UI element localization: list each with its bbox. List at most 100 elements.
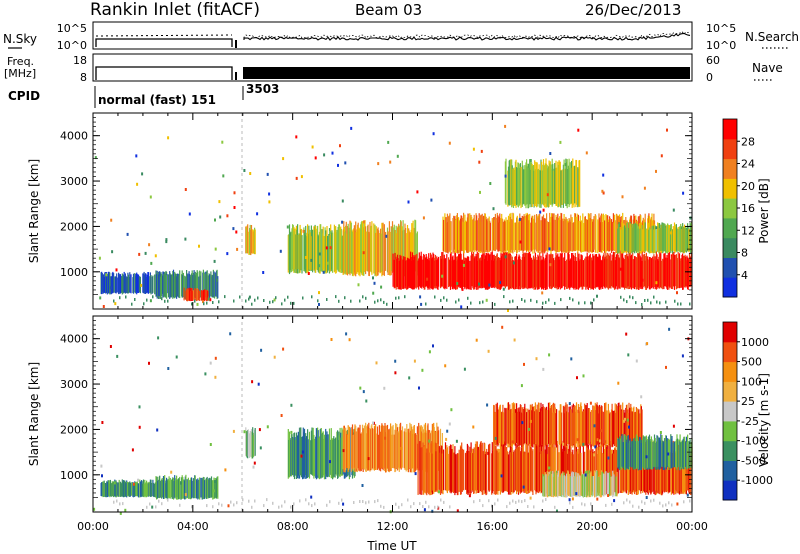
scatter-cell [426,448,428,496]
scatter-point [646,342,649,346]
scatter-point [330,338,333,341]
ground-scatter-point [119,502,121,506]
ground-scatter-point [584,301,586,305]
scatter-cell [635,224,637,253]
scatter-cell [559,259,561,287]
scatter-cell [166,275,168,299]
scatter-cell [190,275,192,299]
scatter-cell [644,436,646,469]
scatter-cell [190,477,192,500]
scatter-cell [295,432,297,479]
scatter-point [585,151,588,155]
scatter-cell [130,483,132,496]
scatter-cell [507,251,510,290]
scatter-cell [649,257,651,290]
scatter-cell [194,271,196,298]
scatter-cell [458,253,460,288]
scatter-cell [642,254,644,287]
scatter-cell [101,482,103,496]
ground-scatter-point [359,500,361,503]
scatter-cell [647,452,649,494]
scatter-cell [541,451,543,492]
scatter-cell [544,408,546,446]
scatter-point [655,226,658,230]
scatter-point [559,140,562,144]
power-data [94,124,693,312]
scatter-cell [378,425,380,471]
ground-scatter-point [146,298,148,302]
scatter-cell [596,257,598,287]
scatter-cell [615,476,617,497]
y-tick-label: 2000 [60,220,88,233]
scatter-cell [149,482,151,496]
scatter-cell [129,272,131,293]
scatter-point [323,153,326,157]
ground-scatter-point [611,502,613,506]
scatter-cell [416,231,418,273]
scatter-cell [544,453,546,491]
scatter-cell [297,435,299,479]
noise-right-tick-top: 10^5 [706,22,736,35]
scatter-cell [327,235,329,273]
scatter-cell [135,481,137,496]
scatter-point [408,376,411,380]
ground-scatter-point [155,505,157,509]
scatter-cell [583,451,585,493]
scatter-cell [617,224,619,253]
scatter-cell [402,220,404,272]
ground-scatter-point [647,298,649,302]
scatter-cell [602,256,604,289]
scatter-cell [532,449,534,495]
scatter-cell [664,252,666,287]
scatter-cell [581,255,583,290]
scatter-cell [505,408,507,446]
ground-scatter-point [248,499,250,503]
scatter-point [430,198,433,202]
scatter-cell [114,479,116,497]
scatter-point [138,425,141,429]
ground-scatter-point [221,503,223,507]
ground-scatter-point [422,505,424,508]
ground-scatter-point [206,301,208,305]
scatter-point [344,161,347,165]
scatter-cell [593,255,595,288]
scatter-cell [370,429,372,471]
scatter-cell [383,224,385,276]
scatter-point [577,410,580,413]
scatter-cell [637,408,639,445]
scatter-point [487,349,490,353]
ground-scatter-point [638,505,640,509]
scatter-cell [161,478,163,498]
scatter-cell [653,434,656,468]
scatter-cell [622,442,624,468]
scatter-cell [617,438,619,469]
scatter-cell [622,446,624,493]
scatter-cell [609,253,611,288]
noise-search-trace-2 [243,30,691,39]
colorbar-swatch [723,237,737,258]
ground-scatter-point [290,301,292,305]
scatter-cell [549,446,551,491]
scatter-cell [551,216,553,252]
ground-scatter-point [317,299,319,303]
scatter-point [584,473,587,477]
scatter-point [489,182,492,185]
ground-scatter-point [158,296,160,299]
ground-scatter-point [569,501,571,505]
x-tick-label: 00:00 [676,520,708,533]
scatter-cell [627,435,629,470]
scatter-cell [632,444,634,492]
scatter-cell [476,441,478,493]
scatter-point [486,403,489,407]
scatter-cell [149,276,151,294]
scatter-cell [586,442,588,491]
scatter-cell [593,216,595,250]
ground-scatter-point [161,502,163,506]
ground-scatter-point [572,505,574,509]
ground-scatter-point [446,298,448,302]
scatter-cell [578,160,580,207]
scatter-cell [383,429,385,468]
ground-scatter-point [383,300,385,304]
velocity-colorbar-label: Velocity [m s-1] [757,373,771,467]
scatter-cell [166,274,168,294]
